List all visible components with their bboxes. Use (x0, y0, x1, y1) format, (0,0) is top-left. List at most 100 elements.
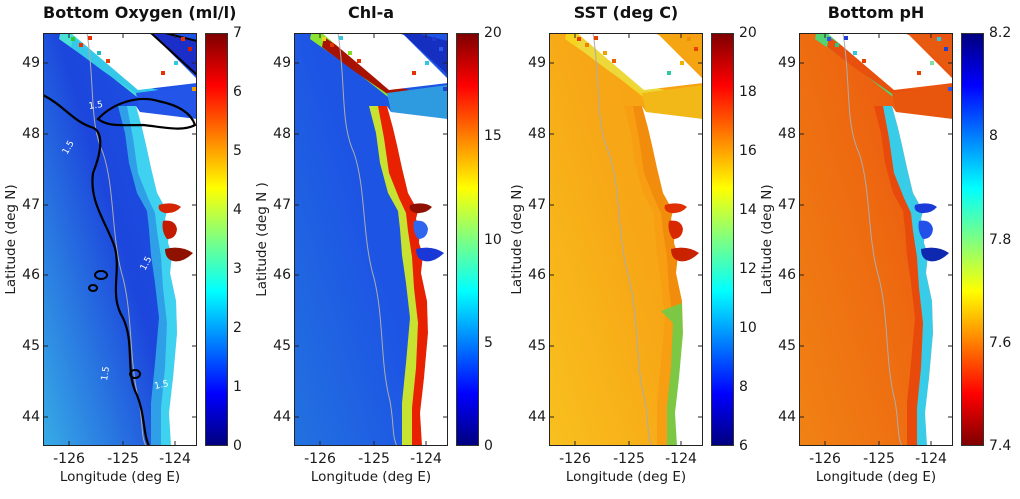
colorbar-tick-label: 0 (484, 438, 493, 454)
land-olympic-peninsula (892, 106, 953, 446)
map-panel-3: Bottom pH Latitude (deg N) 49 48 47 46 4… (756, 0, 1020, 499)
coastal-band-outer (118, 106, 177, 446)
x-axis-label: Longitude (deg E) (815, 469, 937, 485)
y-axis-label: Latitude (deg N) (759, 184, 775, 295)
y-axis-label: Latitude (deg N) (509, 184, 525, 295)
colorbar-tick-label: 7 (233, 25, 242, 41)
colorbar-tick-label: 10 (484, 231, 502, 248)
x-tick-label: -125 (107, 451, 139, 467)
colorbar-tick-label: 4 (233, 202, 242, 218)
land-vancouver-island (71, 33, 197, 90)
contour-label: 1.5 (88, 100, 104, 112)
contour-label: 1.5 (154, 379, 170, 392)
axis-ticks (799, 33, 953, 446)
map-speck (667, 71, 671, 75)
y-tick-label: 47 (273, 197, 291, 213)
coastal-band-outer (874, 106, 933, 446)
x-axis-label: Longitude (deg E) (310, 469, 432, 485)
x-tick-label: -124 (159, 451, 191, 467)
map-speck (174, 61, 178, 65)
oxygen-contour-blobs (88, 270, 142, 379)
panel-title: Bottom Oxygen (ml/l) (43, 3, 237, 22)
map-speck (181, 37, 185, 41)
y-tick-label: 44 (273, 409, 291, 425)
map-speck (88, 36, 92, 40)
inland-water-band (907, 33, 953, 75)
map-speck (917, 71, 921, 75)
isobath-contour (842, 33, 903, 446)
plot-box-border (549, 33, 703, 446)
map-speck (348, 51, 352, 55)
y-tick-label: 49 (22, 55, 40, 71)
colorbar-tick-label: 2 (233, 320, 242, 336)
coastal-heatmap (799, 33, 953, 446)
y-tick-label: 45 (273, 338, 291, 354)
map-speck (330, 43, 334, 47)
map-speck (577, 37, 581, 41)
map-speck (612, 59, 616, 63)
map-panel-1: Chl-a Latitude (deg N ) 49 48 47 46 45 4… (251, 0, 515, 499)
map-speck (698, 87, 702, 91)
map-speck (443, 87, 447, 91)
coastal-band-inner (127, 106, 177, 446)
colorbar-tick-label: 8 (989, 128, 998, 145)
plot-box-border (294, 33, 448, 446)
inland-water-outline (149, 33, 197, 77)
estuary-columbia-river (671, 247, 699, 262)
y-tick-label: 48 (528, 126, 546, 142)
y-tick-label: 48 (778, 126, 796, 142)
strait-channel (642, 85, 703, 119)
colorbar-tick-label: 7.4 (989, 438, 1012, 454)
colorbar-tick-label: 1 (233, 379, 242, 395)
colorbar-tick-label: 16 (739, 143, 757, 159)
colorbar-tick-label: 8 (739, 379, 748, 395)
x-tick-label: -124 (665, 451, 697, 467)
x-tick-label: -125 (358, 451, 390, 467)
map-plot-area (799, 33, 953, 446)
colorbar-tick-label: 6 (233, 84, 242, 100)
x-tick-label: -125 (863, 451, 895, 467)
colorbar-tick-label: 12 (739, 261, 757, 277)
map-speck (339, 36, 343, 40)
colorbar-tick-label: 15 (484, 128, 502, 145)
coastal-band-inner (378, 106, 428, 446)
y-tick-label: 46 (22, 267, 40, 283)
map-speck (835, 43, 839, 47)
panel-title: Chl-a (347, 3, 395, 22)
plot-box-border (799, 33, 953, 446)
map-speck (827, 37, 831, 41)
map-speck (432, 37, 436, 41)
x-tick-label: -125 (613, 451, 645, 467)
x-tick-label: -124 (410, 451, 442, 467)
estuary-willapa-bay (162, 220, 177, 239)
map-speck (412, 71, 416, 75)
colorbar-tick-label: 8.2 (989, 25, 1012, 41)
colorbar-tick-label: 6 (739, 438, 748, 454)
land-vancouver-island (577, 33, 703, 90)
colorbar-tick-label: 7.8 (989, 231, 1012, 248)
y-axis-label: Latitude (deg N) (3, 184, 19, 295)
estuary-willapa-bay (918, 220, 933, 239)
map-speck (603, 51, 607, 55)
y-tick-label: 47 (22, 197, 40, 213)
estuary-grays-harbor (914, 203, 937, 214)
coastal-band-inner (883, 106, 933, 446)
map-speck (694, 47, 698, 51)
coastal-heatmap (549, 33, 703, 446)
strait-channel (387, 85, 448, 119)
y-tick-label: 46 (273, 267, 291, 283)
estuary-columbia-river (921, 247, 949, 262)
map-speck (192, 87, 196, 91)
y-tick-label: 49 (528, 55, 546, 71)
coastal-heatmap: 1.5 1.5 1.5 1.5 1.5 (43, 33, 197, 446)
land-vancouver-island (322, 33, 448, 90)
x-tick-label: -126 (304, 451, 336, 467)
map-speck (948, 87, 952, 91)
colorbar (961, 33, 984, 446)
y-axis-label: Latitude (deg N ) (254, 182, 270, 297)
estuary-grays-harbor (158, 203, 181, 214)
x-axis-label: Longitude (deg E) (59, 469, 181, 485)
estuary-willapa-bay (668, 220, 683, 239)
contour-label: 1.5 (100, 366, 112, 382)
map-speck (937, 37, 941, 41)
